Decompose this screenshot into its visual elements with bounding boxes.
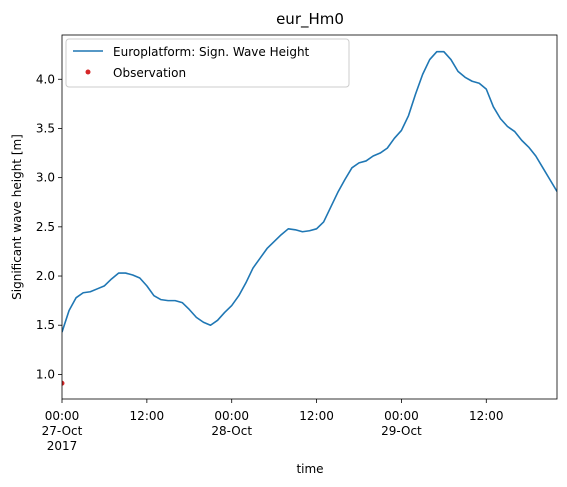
x-tick-label: 00:00 [45,409,80,423]
y-tick-label: 1.5 [36,318,55,332]
observation-point [62,380,65,386]
y-tick-label: 2.0 [36,269,55,283]
x-tick-label: 00:00 [214,409,249,423]
chart-title: eur_Hm0 [276,10,344,29]
x-axis-label: time [296,462,323,476]
x-tick-label: 27-Oct [42,424,83,438]
series-line-wave-height [62,50,557,333]
x-tick-label: 00:00 [384,409,419,423]
x-tick-label: 2017 [47,439,78,453]
y-tick-label: 4.0 [36,72,55,86]
axes-frame [61,34,558,400]
y-tick-label: 1.0 [36,367,55,381]
legend-box [65,38,350,88]
series-layer [62,50,557,386]
legend: Europlatform: Sign. Wave Height Observat… [65,38,350,88]
x-tick-label: 12:00 [130,409,165,423]
legend-observation-swatch [85,69,91,75]
legend-label-wave-height: Europlatform: Sign. Wave Height [113,45,310,59]
y-tick-label: 3.5 [36,121,55,135]
x-tick-label: 12:00 [469,409,504,423]
legend-label-observation: Observation [113,66,186,80]
x-tick-label: 29-Oct [381,424,422,438]
x-tick-label: 28-Oct [211,424,252,438]
y-tick-label: 3.0 [36,171,55,185]
x-tick-label: 12:00 [299,409,334,423]
y-tick-label: 2.5 [36,220,55,234]
y-axis-label: Significant wave height [m] [10,134,24,300]
y-axis: 1.0 1.5 2.0 2.5 3.0 3.5 4.0 [36,72,62,381]
